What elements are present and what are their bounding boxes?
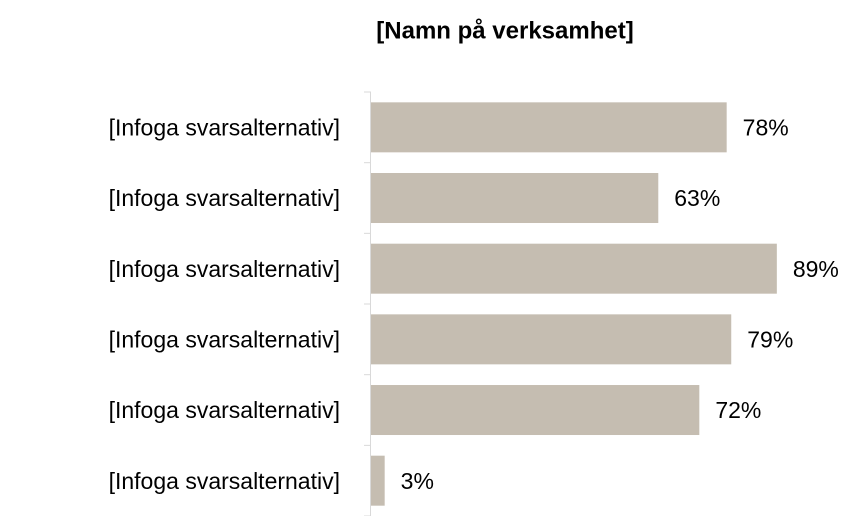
bar <box>371 314 732 365</box>
value-label: 78% <box>743 114 789 140</box>
bar <box>371 173 659 224</box>
value-label: 63% <box>674 185 720 211</box>
category-label: [Infoga svarsalternativ] <box>109 114 340 140</box>
bar <box>371 243 777 294</box>
value-label: 72% <box>715 397 761 423</box>
category-label: [Infoga svarsalternativ] <box>109 185 340 211</box>
value-label: 79% <box>747 326 793 352</box>
category-label: [Infoga svarsalternativ] <box>109 256 340 282</box>
chart-title: [Namn på verksamhet] <box>376 17 633 44</box>
category-label: [Infoga svarsalternativ] <box>109 397 340 423</box>
category-label: [Infoga svarsalternativ] <box>109 326 340 352</box>
bar <box>371 102 727 153</box>
value-label: 89% <box>793 256 839 282</box>
bar <box>371 455 385 506</box>
category-label: [Infoga svarsalternativ] <box>109 468 340 494</box>
value-label: 3% <box>401 468 434 494</box>
bar <box>371 385 700 436</box>
